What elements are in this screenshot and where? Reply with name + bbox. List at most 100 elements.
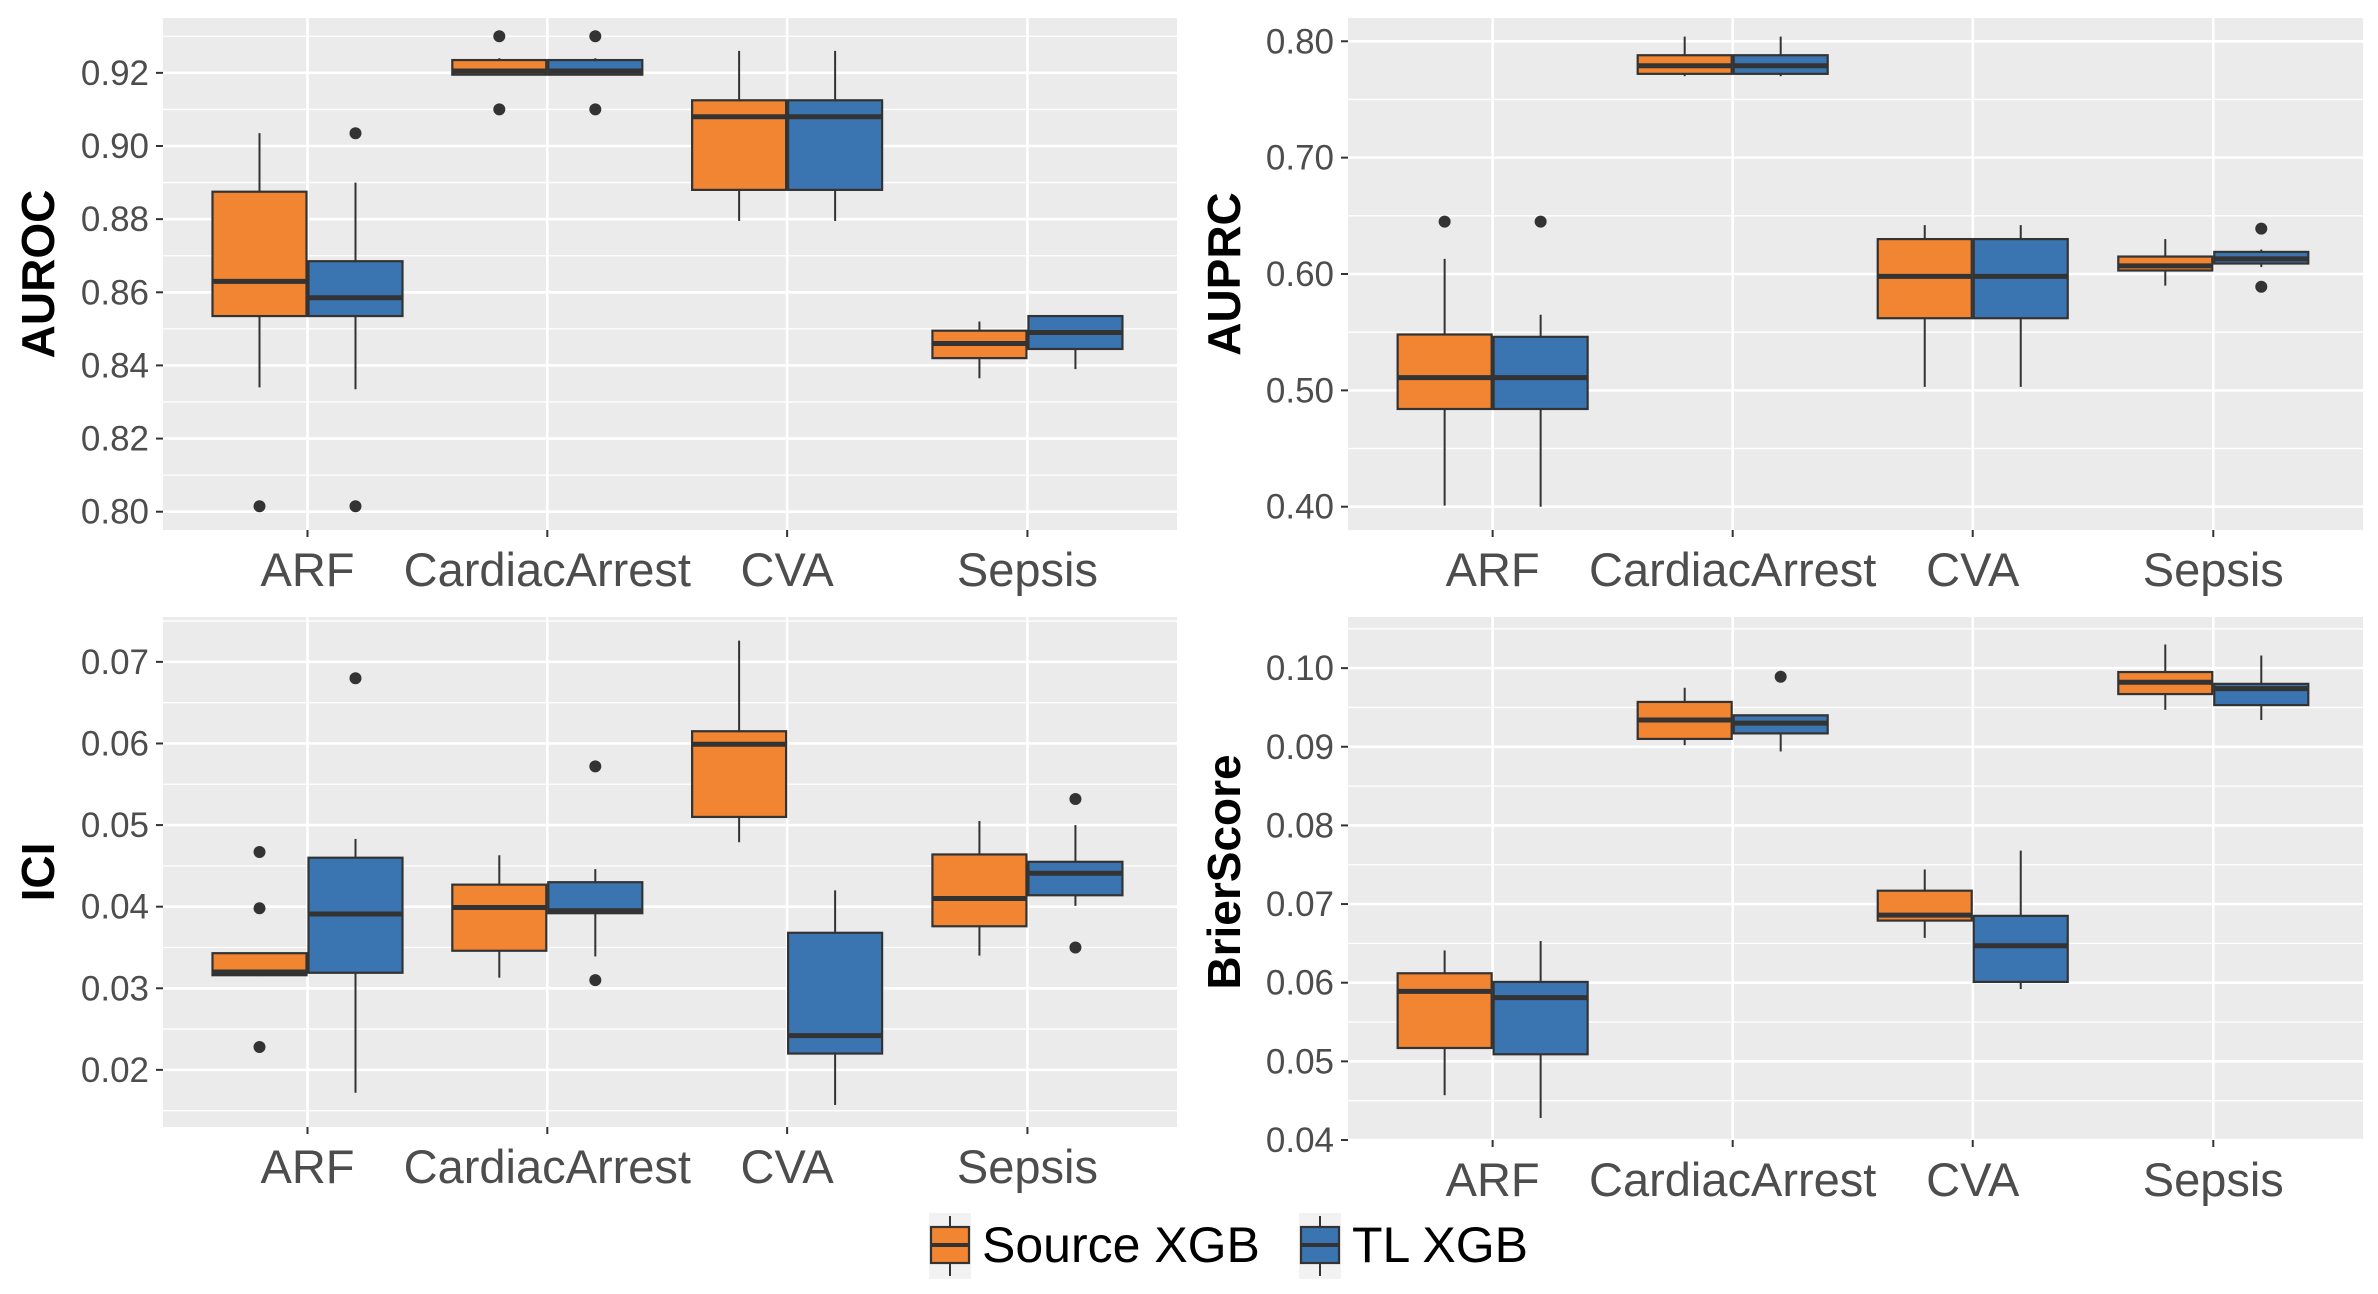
box-body: [1396, 333, 1493, 411]
y-tick-label: 0.06: [1266, 964, 1334, 1003]
box-body: [307, 260, 404, 318]
y-tick-label: 0.82: [81, 420, 149, 459]
box-tl-cardiacarrest: [547, 30, 644, 116]
y-tick-label: 0.02: [81, 1051, 149, 1090]
x-tick-label: CVA: [741, 1140, 835, 1193]
box-tl-arf: [1492, 215, 1589, 507]
box-tl-sepsis: [2213, 222, 2310, 293]
box-source-sepsis: [931, 821, 1028, 956]
outlier-point: [1069, 792, 1082, 805]
y-tick-label: 0.80: [1266, 22, 1334, 61]
y-tick-label: 0.90: [81, 127, 149, 166]
outlier-point: [1069, 941, 1082, 954]
outlier-point: [589, 974, 602, 987]
panel-brierscore: 0.04 0.05 0.06 0.07 0.08 0.09 0.10 ARF CardiacAr…: [1198, 617, 2363, 1206]
outlier-point: [493, 30, 506, 43]
box-body: [931, 853, 1028, 928]
box-body: [1492, 335, 1589, 411]
box-body: [1492, 980, 1589, 1056]
box-source-sepsis: [2117, 644, 2214, 710]
y-tick-label: 0.40: [1266, 488, 1334, 527]
legend-item-source: Source XGB: [929, 1213, 1260, 1279]
box-body: [1396, 972, 1493, 1050]
box-body: [1027, 860, 1124, 897]
box-body: [211, 190, 308, 318]
y-tick-label: 0.04: [81, 888, 149, 927]
box-source-cva: [1876, 869, 1973, 938]
legend-item-tl: TL XGB: [1299, 1213, 1528, 1279]
outlier-point: [1774, 670, 1787, 683]
box-tl-cva: [787, 890, 884, 1105]
outlier-point: [349, 127, 362, 140]
outlier-point: [589, 30, 602, 43]
outlier-point: [2255, 222, 2268, 235]
x-tick-label: Sepsis: [957, 543, 1098, 596]
x-tick-label: CardiacArrest: [1589, 1153, 1876, 1206]
outlier-point: [1534, 215, 1547, 228]
y-tick-label: 0.84: [81, 346, 149, 385]
box-source-cardiacarrest: [1636, 687, 1733, 746]
x-tick-label: CVA: [741, 543, 835, 596]
y-tick-label: 0.06: [81, 724, 149, 763]
outlier-point: [589, 760, 602, 773]
box-tl-arf: [1492, 941, 1589, 1118]
outlier-point: [349, 500, 362, 513]
box-body: [1972, 914, 2069, 984]
y-tick-label: 0.60: [1266, 255, 1334, 294]
box-tl-sepsis: [1027, 314, 1124, 370]
box-source-arf: [211, 133, 308, 513]
y-tick-label: 0.08: [1266, 806, 1334, 845]
box-tl-arf: [307, 672, 404, 1093]
box-tl-cva: [1972, 225, 2069, 387]
y-tick-label: 0.92: [81, 54, 149, 93]
x-tick-label: Sepsis: [2143, 1153, 2284, 1206]
box-body: [547, 881, 644, 915]
y-tick-label: 0.07: [81, 643, 149, 682]
x-tick-label: ARF: [1446, 1153, 1540, 1206]
box-source-sepsis: [931, 321, 1028, 379]
x-tick-label: CVA: [1926, 543, 2020, 596]
y-tick-label: 0.88: [81, 200, 149, 239]
y-tick-label: 0.03: [81, 969, 149, 1008]
box-source-cardiacarrest: [451, 855, 548, 978]
box-tl-cardiacarrest: [1732, 670, 1829, 752]
legend-label: Source XGB: [982, 1217, 1260, 1273]
x-tick-label: CardiacArrest: [1589, 543, 1876, 596]
y-tick-label: 0.86: [81, 273, 149, 312]
box-tl-cva: [787, 50, 884, 221]
outlier-point: [253, 902, 266, 915]
y-tick-label: 0.05: [81, 806, 149, 845]
box-source-sepsis: [2117, 239, 2214, 286]
box-tl-cva: [1972, 850, 2069, 989]
y-axis-title: AUPRC: [1198, 192, 1250, 356]
y-tick-label: 0.09: [1266, 728, 1334, 767]
y-tick-label: 0.50: [1266, 371, 1334, 410]
box-source-arf: [1396, 950, 1493, 1096]
box-source-cva: [1876, 225, 1973, 387]
x-tick-label: CardiacArrest: [404, 1140, 691, 1193]
x-tick-label: ARF: [1446, 543, 1540, 596]
x-tick-label: CVA: [1926, 1153, 2020, 1206]
x-tick-label: ARF: [260, 543, 354, 596]
y-axis-title: AUROC: [12, 190, 64, 359]
x-tick-label: Sepsis: [957, 1140, 1098, 1193]
y-tick-label: 0.07: [1266, 885, 1334, 924]
box-body: [787, 99, 884, 191]
box-source-arf: [1396, 215, 1493, 506]
outlier-point: [493, 103, 506, 116]
outlier-point: [253, 500, 266, 513]
box-source-cva: [691, 50, 788, 221]
panel-auroc: 0.80 0.82 0.84 0.86 0.88 0.90 0.92 ARF CardiacAr…: [12, 18, 1177, 596]
box-body: [451, 883, 548, 952]
x-tick-label: CardiacArrest: [404, 543, 691, 596]
box-source-arf: [211, 846, 308, 1054]
box-source-cva: [691, 640, 788, 843]
y-tick-label: 0.10: [1266, 649, 1334, 688]
box-tl-sepsis: [1027, 792, 1124, 954]
legend: Source XGB TL XGB: [929, 1213, 1528, 1279]
y-tick-label: 0.04: [1266, 1121, 1334, 1160]
panel-ici: 0.02 0.03 0.04 0.05 0.06 0.07 ARF CardiacArrest…: [12, 617, 1177, 1193]
y-tick-label: 0.05: [1266, 1042, 1334, 1081]
box-tl-cardiacarrest: [1732, 36, 1829, 77]
